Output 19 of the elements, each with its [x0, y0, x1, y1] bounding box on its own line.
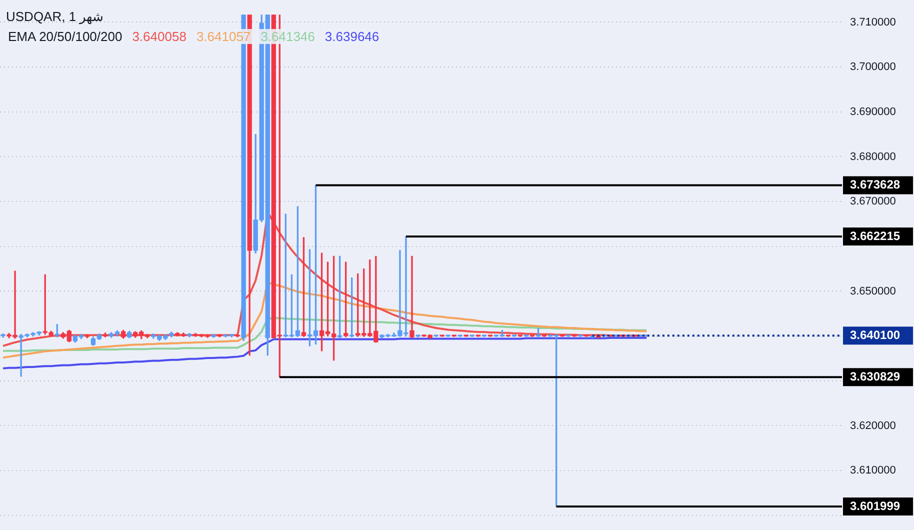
y-tick-label: 3.670000	[850, 196, 896, 208]
ref-line-label: 3.662215	[850, 228, 900, 243]
text: EMA 20/50/100/200	[6, 29, 124, 44]
y-tick-label: 3.620000	[850, 420, 896, 432]
y-tick-label: 3.700000	[850, 61, 896, 74]
y-tick-label: 3.680000	[850, 150, 896, 163]
y-tick-label: 3.690000	[850, 106, 896, 118]
y-tick-label: 3.610000	[850, 464, 896, 477]
annotation: 3.641346	[258, 29, 317, 44]
ref-line-label: 3.601999	[850, 498, 900, 513]
annotation: 3.640058	[130, 29, 188, 44]
chart-title: USDQAR, 1 شهر	[6, 8, 105, 26]
annotation: 3.639646	[322, 29, 382, 44]
y-tick-label: 3.710000	[850, 16, 896, 28]
ref-line-label: 3.630829	[850, 369, 900, 384]
ref-line-label: 3.640100	[850, 328, 900, 342]
y-tick-label: 3.650000	[850, 285, 896, 298]
ref-line-label: 3.673628	[850, 178, 900, 192]
annotation: 3.641057	[194, 29, 253, 44]
